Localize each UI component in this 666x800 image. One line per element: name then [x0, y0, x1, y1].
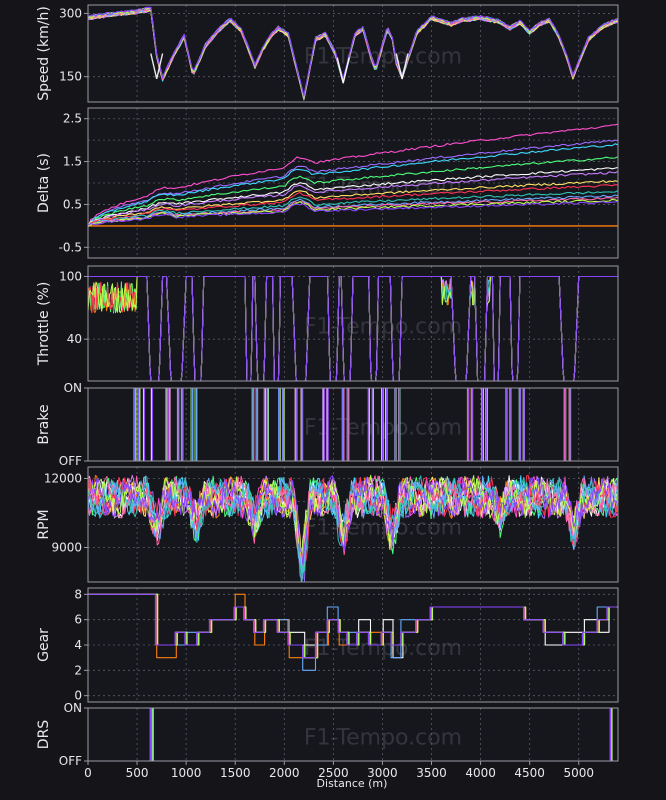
rpm-axis-label: RPM	[36, 509, 52, 539]
gear-series-line-12	[88, 593, 618, 659]
speed-corner-marker	[395, 53, 409, 79]
delta-frame	[87, 107, 619, 259]
rpm-tick-label: 12000	[44, 472, 82, 486]
speed-corner-marker	[150, 53, 164, 79]
delta-series-line-1	[88, 123, 618, 227]
drs-axis-label: DRS	[36, 720, 52, 750]
panel-throttle: F1-Tempo.com 40 100 Throttle (%)	[36, 265, 619, 382]
speed-series-group	[88, 6, 618, 101]
delta-series-line-13	[88, 200, 618, 226]
rpm-series-line-10	[88, 475, 618, 571]
panel-speed: F1-Tempo.com 150 300 Speed (km/h)	[36, 4, 619, 103]
delta-series-line-4	[88, 156, 618, 227]
drs-frame	[87, 707, 619, 762]
throttle-tick-label: 40	[67, 332, 82, 346]
speed-tick-label: 300	[59, 6, 82, 20]
rpm-series-group	[88, 474, 618, 582]
delta-series-line-11	[88, 196, 618, 227]
rpm-series-line-13	[88, 475, 618, 566]
x-tick-label: 3000	[367, 766, 398, 780]
x-axis-label: Distance (m)	[317, 777, 388, 790]
gear-series-line-13	[88, 593, 617, 659]
delta-tick-label: 1.5	[63, 155, 82, 169]
delta-series-line-2	[88, 139, 618, 228]
delta-series-line-10	[88, 194, 618, 227]
rpm-frame	[87, 466, 619, 583]
brake-frame	[87, 387, 619, 462]
throttle-series-line-13	[88, 276, 618, 381]
x-tick-label: 1500	[220, 766, 251, 780]
panel-rpm: F1-Tempo.com 9000 12000 RPM	[36, 466, 619, 583]
x-axis: Distance (m) 0 500 1000 1500 2000 2500 3000 350…	[84, 761, 594, 790]
delta-tick-label: 0.5	[63, 197, 82, 211]
rpm-tick-label: 9000	[51, 541, 82, 555]
gear-series-group	[88, 593, 618, 671]
delta-axis-label: Delta (s)	[36, 153, 52, 213]
delta-tick-label: 2.5	[63, 112, 82, 126]
delta-series-line-6	[88, 170, 618, 228]
watermark: F1-Tempo.com	[304, 726, 462, 751]
speed-frame	[87, 4, 619, 103]
watermark: F1-Tempo.com	[304, 516, 462, 541]
drs-tick-label: OFF	[59, 754, 82, 768]
throttle-series-group	[88, 276, 618, 381]
x-tick-label: 1000	[171, 766, 202, 780]
speed-axis-label: Speed (km/h)	[36, 6, 52, 101]
watermark: F1-Tempo.com	[304, 315, 462, 340]
x-tick-label: 500	[126, 766, 149, 780]
x-tick-label: 2000	[269, 766, 300, 780]
gear-tick-label: 8	[74, 587, 82, 601]
panel-delta: F1-Tempo.com -0.5 0.5 1.5 2.5 Delta (s)	[36, 107, 619, 259]
watermark: F1-Tempo.com	[304, 45, 462, 70]
x-tick-label: 4500	[514, 766, 545, 780]
delta-series-line-3	[88, 143, 618, 227]
delta-series-group	[88, 123, 618, 228]
gear-tick-label: 4	[74, 638, 82, 652]
x-tick-label: 0	[84, 766, 92, 780]
delta-series-line-7	[88, 180, 618, 228]
speed-corner-marker	[336, 57, 350, 84]
drs-tick-label: ON	[64, 701, 82, 715]
brake-axis-label: Brake	[36, 404, 52, 444]
delta-series-line-8	[88, 184, 618, 227]
gear-tick-label: 6	[74, 613, 82, 627]
rpm-series-line-11	[88, 475, 618, 563]
x-tick-label: 2500	[318, 766, 349, 780]
x-tick-label: 5000	[563, 766, 594, 780]
speed-tick-label: 150	[59, 70, 82, 84]
x-tick-label: 3500	[416, 766, 447, 780]
watermark: F1-Tempo.com	[304, 174, 462, 199]
gear-series-line-8	[88, 593, 618, 659]
gear-axis-label: Gear	[36, 628, 52, 662]
delta-series-line-5	[88, 166, 618, 227]
panel-drs: F1-Tempo.com OFF ON DRS	[36, 701, 619, 768]
throttle-tick-label: 100	[59, 269, 82, 283]
gear-tick-label: 0	[74, 689, 82, 703]
delta-tick-label: -0.5	[59, 240, 82, 254]
brake-tick-label: ON	[64, 381, 82, 395]
delta-series-line-9	[88, 190, 618, 226]
x-tick-label: 4000	[465, 766, 496, 780]
speed-series-line-13	[88, 6, 618, 97]
brake-tick-label: OFF	[59, 454, 82, 468]
gear-tick-label: 2	[74, 663, 82, 677]
delta-series-line-12	[88, 198, 618, 227]
throttle-axis-label: Throttle (%)	[36, 282, 52, 367]
throttle-frame	[87, 265, 619, 382]
